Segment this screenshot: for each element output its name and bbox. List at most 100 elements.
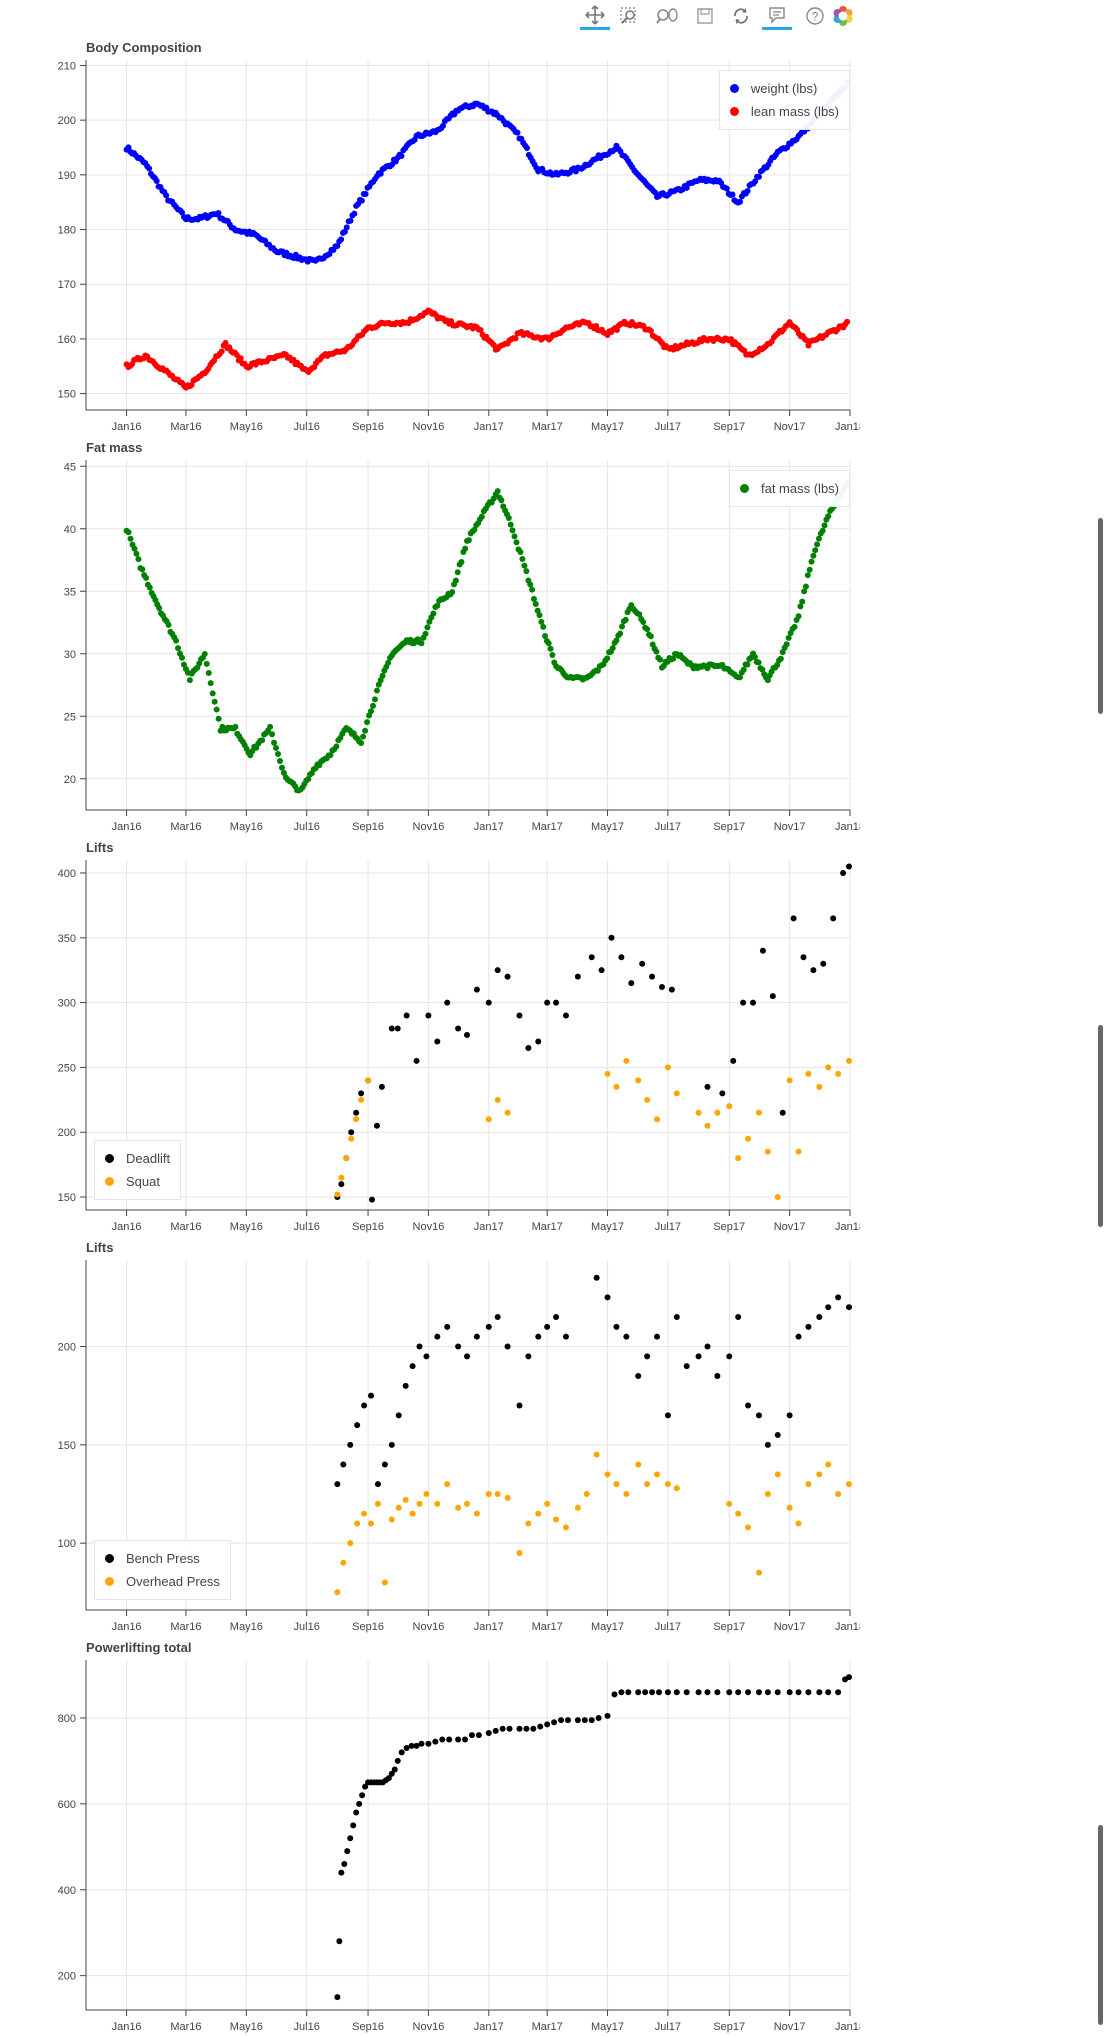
- data-point[interactable]: [338, 236, 345, 243]
- data-point[interactable]: [213, 706, 220, 713]
- data-point[interactable]: [362, 191, 369, 198]
- data-point[interactable]: [774, 661, 781, 668]
- data-point[interactable]: [544, 1323, 551, 1330]
- data-point[interactable]: [156, 604, 163, 611]
- data-point[interactable]: [825, 1461, 832, 1468]
- data-point[interactable]: [506, 1725, 513, 1732]
- data-point[interactable]: [278, 764, 285, 771]
- data-point[interactable]: [735, 1155, 742, 1162]
- data-point[interactable]: [673, 1090, 680, 1097]
- data-point[interactable]: [535, 1038, 542, 1045]
- data-point[interactable]: [165, 621, 172, 628]
- data-point[interactable]: [444, 999, 451, 1006]
- data-point[interactable]: [723, 185, 730, 192]
- data-point[interactable]: [334, 1589, 341, 1596]
- data-point[interactable]: [485, 1730, 492, 1737]
- data-point[interactable]: [846, 863, 853, 870]
- data-point[interactable]: [640, 618, 647, 625]
- data-point[interactable]: [354, 1422, 361, 1429]
- data-point[interactable]: [759, 666, 766, 673]
- data-point[interactable]: [504, 1109, 511, 1116]
- data-point[interactable]: [434, 1333, 441, 1340]
- data-point[interactable]: [146, 165, 153, 172]
- data-point[interactable]: [347, 1441, 354, 1448]
- data-point[interactable]: [403, 1745, 410, 1752]
- data-point[interactable]: [764, 1689, 771, 1696]
- data-point[interactable]: [562, 1524, 569, 1531]
- data-point[interactable]: [805, 1070, 812, 1077]
- data-point[interactable]: [362, 1783, 369, 1790]
- data-point[interactable]: [362, 727, 369, 734]
- data-point[interactable]: [336, 1938, 343, 1945]
- data-point[interactable]: [381, 1579, 388, 1586]
- legend-item[interactable]: weight (lbs): [729, 77, 839, 100]
- legend-item[interactable]: Overhead Press: [105, 1570, 220, 1593]
- data-point[interactable]: [609, 645, 616, 652]
- data-point[interactable]: [750, 999, 757, 1006]
- data-point[interactable]: [704, 1689, 711, 1696]
- data-point[interactable]: [737, 198, 744, 205]
- data-point[interactable]: [744, 661, 751, 668]
- data-point[interactable]: [673, 1689, 680, 1696]
- data-point[interactable]: [434, 602, 441, 609]
- data-point[interactable]: [835, 1689, 842, 1696]
- data-point[interactable]: [468, 1732, 475, 1739]
- wheel-zoom-icon[interactable]: [652, 2, 682, 30]
- data-point[interactable]: [388, 1441, 395, 1448]
- data-point[interactable]: [802, 583, 809, 590]
- data-point[interactable]: [654, 1471, 661, 1478]
- data-point[interactable]: [215, 715, 222, 722]
- data-point[interactable]: [840, 869, 847, 876]
- data-point[interactable]: [639, 960, 646, 967]
- data-point[interactable]: [799, 598, 806, 605]
- data-point[interactable]: [267, 723, 274, 730]
- data-point[interactable]: [361, 1402, 368, 1409]
- data-point[interactable]: [519, 556, 526, 563]
- data-point[interactable]: [825, 513, 832, 520]
- data-point[interactable]: [846, 1481, 853, 1488]
- data-point[interactable]: [525, 1520, 532, 1527]
- data-point[interactable]: [534, 607, 541, 614]
- data-point[interactable]: [647, 327, 654, 334]
- data-point[interactable]: [133, 550, 140, 557]
- data-point[interactable]: [635, 1461, 642, 1468]
- data-point[interactable]: [786, 1504, 793, 1511]
- legend-item[interactable]: fat mass (lbs): [739, 477, 839, 500]
- data-point[interactable]: [125, 529, 132, 536]
- data-point[interactable]: [356, 1800, 363, 1807]
- data-point[interactable]: [735, 1510, 742, 1517]
- data-point[interactable]: [143, 574, 150, 581]
- data-point[interactable]: [259, 737, 266, 744]
- data-point[interactable]: [755, 659, 762, 666]
- data-point[interactable]: [744, 187, 751, 194]
- data-point[interactable]: [525, 1353, 532, 1360]
- data-point[interactable]: [207, 680, 214, 687]
- data-point[interactable]: [485, 1116, 492, 1123]
- data-point[interactable]: [755, 173, 762, 180]
- save-icon[interactable]: [690, 2, 720, 30]
- chart-svg[interactable]: Jan16 Mar16 May16 Jul16 Sep16 Nov16 Jan17 Mar17…: [0, 36, 860, 436]
- data-point[interactable]: [490, 342, 497, 349]
- data-point[interactable]: [673, 1314, 680, 1321]
- data-point[interactable]: [745, 1135, 752, 1142]
- data-point[interactable]: [745, 1689, 752, 1696]
- data-point[interactable]: [423, 1353, 430, 1360]
- data-point[interactable]: [494, 967, 501, 974]
- help-icon[interactable]: ?: [800, 2, 830, 30]
- data-point[interactable]: [604, 1070, 611, 1077]
- data-point[interactable]: [455, 1504, 462, 1511]
- chart-legend[interactable]: fat mass (lbs): [728, 470, 850, 507]
- data-point[interactable]: [588, 1717, 595, 1724]
- data-point[interactable]: [664, 1412, 671, 1419]
- data-point[interactable]: [636, 611, 643, 618]
- data-point[interactable]: [537, 1723, 544, 1730]
- data-point[interactable]: [810, 967, 817, 974]
- data-point[interactable]: [588, 954, 595, 961]
- data-point[interactable]: [628, 980, 635, 987]
- chart-legend[interactable]: weight (lbs) lean mass (lbs): [718, 70, 850, 130]
- data-point[interactable]: [347, 1835, 354, 1842]
- data-point[interactable]: [805, 1689, 812, 1696]
- data-point[interactable]: [825, 1064, 832, 1071]
- data-point[interactable]: [535, 1510, 542, 1517]
- data-point[interactable]: [535, 1333, 542, 1340]
